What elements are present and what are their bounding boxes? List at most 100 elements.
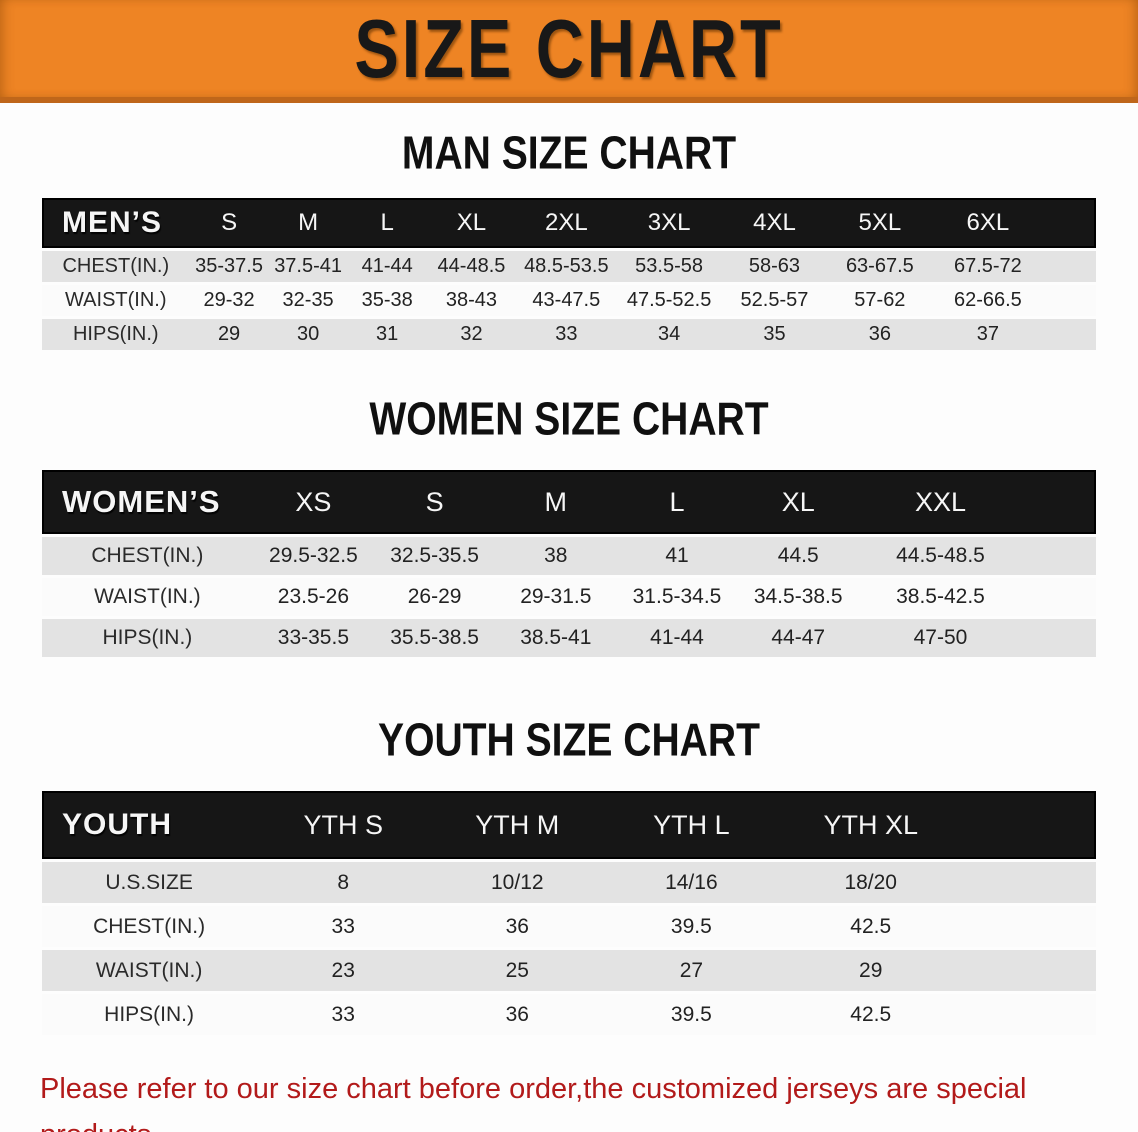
table-row: HIPS(IN.) 33-35.5 35.5-38.5 38.5-41 41-44 44-…: [42, 619, 1096, 657]
man-size-chart-heading: MAN SIZE CHART: [401, 126, 737, 179]
table-row: WAIST(IN.) 23 25 27 29: [42, 950, 1096, 991]
size-cell: 43-47.5: [516, 285, 617, 316]
size-cell: 37.5-41: [268, 251, 348, 282]
table-row: U.S.SIZE 8 10/12 14/16 18/20: [42, 862, 1096, 903]
size-column-header: M: [268, 198, 348, 248]
size-cell: 31.5-34.5: [616, 578, 738, 616]
table-corner-label: MEN’S: [42, 198, 190, 248]
size-cell: 44.5-48.5: [858, 537, 1023, 575]
size-cell: 36: [430, 994, 605, 1035]
row-label: HIPS(IN.): [42, 994, 257, 1035]
size-cell: 41-44: [347, 251, 427, 282]
row-label: WAIST(IN.): [42, 578, 253, 616]
size-column-header: L: [347, 198, 427, 248]
table-header-row: MEN’S S M L XL 2XL 3XL 4XL 5XL 6XL: [42, 198, 1096, 248]
row-filler-cell: [1022, 578, 1096, 616]
size-cell: 29.5-32.5: [252, 537, 374, 575]
row-filler-cell: [963, 994, 1096, 1035]
size-column-header: XL: [426, 198, 517, 248]
size-cell: 27: [604, 950, 779, 991]
row-label: CHEST(IN.): [42, 906, 257, 947]
size-cell: 35-38: [347, 285, 427, 316]
size-cell: 30: [268, 319, 348, 350]
size-cell: 25: [430, 950, 605, 991]
size-cell: 35.5-38.5: [374, 619, 496, 657]
header-filler-cell: [963, 791, 1096, 859]
table-header-row: WOMEN’S XS S M L XL XXL: [42, 470, 1096, 534]
size-cell: 38.5-41: [495, 619, 617, 657]
size-cell: 29: [778, 950, 964, 991]
table-row: WAIST(IN.) 23.5-26 26-29 29-31.5 31.5-34.5 34…: [42, 578, 1096, 616]
size-cell: 52.5-57: [721, 285, 828, 316]
row-label: U.S.SIZE: [42, 862, 257, 903]
size-cell: 33: [516, 319, 617, 350]
size-column-header: 6XL: [932, 198, 1044, 248]
size-cell: 23.5-26: [252, 578, 374, 616]
size-column-header: 5XL: [827, 198, 933, 248]
size-cell: 29-31.5: [495, 578, 617, 616]
row-filler-cell: [1022, 619, 1096, 657]
size-column-header: 3XL: [616, 198, 722, 248]
size-cell: 26-29: [374, 578, 496, 616]
header-filler-cell: [1022, 470, 1096, 534]
size-cell: 42.5: [778, 906, 964, 947]
size-cell: 44-48.5: [426, 251, 517, 282]
size-cell: 62-66.5: [932, 285, 1044, 316]
size-cell: 39.5: [604, 994, 779, 1035]
size-cell: 41: [616, 537, 738, 575]
size-cell: 36: [430, 906, 605, 947]
row-filler-cell: [963, 906, 1096, 947]
size-column-header: YTH L: [604, 791, 779, 859]
mens-size-table: MEN’S S M L XL 2XL 3XL 4XL 5XL 6XL CHEST(IN.) 35-37…: [42, 195, 1096, 353]
size-column-header: YTH M: [430, 791, 605, 859]
table-row: HIPS(IN.) 29 30 31 32 33 34 35 36 37: [42, 319, 1096, 350]
size-cell: 63-67.5: [827, 251, 933, 282]
size-column-header: L: [616, 470, 738, 534]
youth-size-table: YOUTH YTH S YTH M YTH L YTH XL U.S.SIZE 8 10/12…: [42, 788, 1096, 1038]
table-corner-label: WOMEN’S: [42, 470, 253, 534]
size-cell: 39.5: [604, 906, 779, 947]
table-row: CHEST(IN.) 33 36 39.5 42.5: [42, 906, 1096, 947]
size-column-header: S: [189, 198, 269, 248]
row-label: CHEST(IN.): [42, 537, 253, 575]
size-cell: 53.5-58: [616, 251, 722, 282]
row-filler-cell: [963, 862, 1096, 903]
size-cell: 48.5-53.5: [516, 251, 617, 282]
row-filler-cell: [963, 950, 1096, 991]
size-cell: 36: [827, 319, 933, 350]
women-size-chart-heading: WOMEN SIZE CHART: [369, 392, 769, 445]
row-label: HIPS(IN.): [42, 619, 253, 657]
size-cell: 33: [256, 906, 431, 947]
disclaimer-line-1: Please refer to our size chart before or…: [40, 1073, 1027, 1132]
size-column-header: M: [495, 470, 617, 534]
size-cell: 44.5: [737, 537, 859, 575]
row-filler-cell: [1043, 251, 1096, 282]
size-cell: 38: [495, 537, 617, 575]
table-header-row: YOUTH YTH S YTH M YTH L YTH XL: [42, 791, 1096, 859]
size-column-header: XXL: [858, 470, 1023, 534]
size-cell: 47-50: [858, 619, 1023, 657]
row-filler-cell: [1043, 319, 1096, 350]
size-cell: 29: [189, 319, 269, 350]
size-cell: 37: [932, 319, 1044, 350]
size-column-header: YTH XL: [778, 791, 964, 859]
womens-size-table: WOMEN’S XS S M L XL XXL CHEST(IN.) 29.5-32.5 32.5…: [42, 467, 1096, 660]
table-row: CHEST(IN.) 35-37.5 37.5-41 41-44 44-48.5 48.5…: [42, 251, 1096, 282]
youth-size-chart-heading: YOUTH SIZE CHART: [378, 713, 760, 766]
row-filler-cell: [1022, 537, 1096, 575]
size-cell: 32: [426, 319, 517, 350]
size-cell: 35-37.5: [189, 251, 269, 282]
size-cell: 32-35: [268, 285, 348, 316]
size-column-header: 4XL: [721, 198, 828, 248]
size-cell: 38-43: [426, 285, 517, 316]
banner-title: SIZE CHART: [354, 2, 784, 96]
size-chart-banner: SIZE CHART: [0, 0, 1138, 103]
size-column-header: 2XL: [516, 198, 617, 248]
row-filler-cell: [1043, 285, 1096, 316]
size-cell: 57-62: [827, 285, 933, 316]
row-label: WAIST(IN.): [42, 285, 190, 316]
size-cell: 14/16: [604, 862, 779, 903]
size-cell: 38.5-42.5: [858, 578, 1023, 616]
size-cell: 42.5: [778, 994, 964, 1035]
size-cell: 18/20: [778, 862, 964, 903]
